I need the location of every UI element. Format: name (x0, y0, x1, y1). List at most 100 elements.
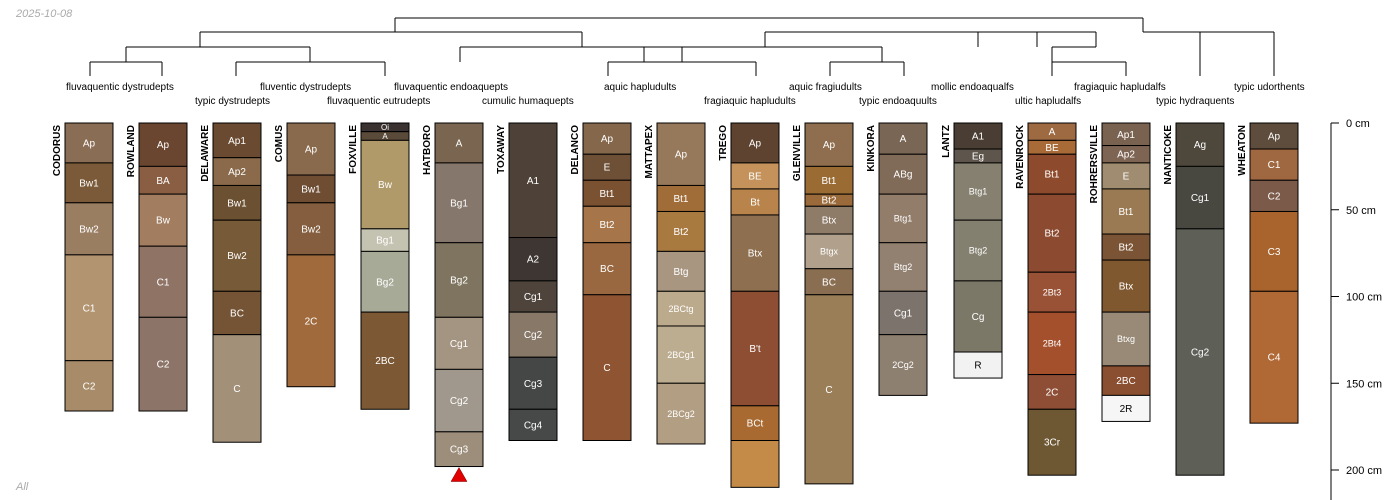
horizon (878, 334, 928, 396)
depth-tick-label: 100 cm (1346, 292, 1382, 304)
taxonomic-dendrogram (89, 17, 1275, 76)
horizon-label: 2R (1120, 404, 1133, 415)
soil-profile: WHEATON Ap C1 C2 C3 C4 (1237, 122, 1299, 424)
profile-name: FOXVILLE (348, 125, 359, 174)
horizon-label: Ap (675, 150, 688, 161)
taxon-label: fluvaquentic endoaquepts (394, 82, 508, 93)
soil-profile: RAVENROCK A BE Bt1 Bt2 2Bt3 2Bt4 2C 3Cr (1015, 122, 1077, 476)
horizon-label: Ap1 (1117, 130, 1135, 141)
horizon (508, 356, 558, 410)
soil-profile: DELANCO Ap E Bt1 Bt2 BC C (570, 122, 632, 442)
horizon (656, 122, 706, 186)
horizon (434, 122, 484, 164)
soil-profile: CODORUS Ap Bw1 Bw2 C1 C2 (52, 122, 114, 412)
horizon (1249, 290, 1299, 424)
horizon (212, 334, 262, 443)
taxon-label: ultic hapludalfs (1015, 96, 1081, 107)
horizon-label: Bt1 (821, 176, 836, 187)
soil-profile: COMUS Ap Bw1 Bw2 2C (274, 122, 336, 388)
horizon-label: Btx (822, 216, 836, 227)
horizon-label: Bg2 (450, 276, 468, 287)
horizon (138, 193, 188, 247)
taxon-label: mollic endoaqualfs (931, 82, 1014, 93)
horizon-label: Bw1 (79, 178, 99, 189)
horizon (804, 268, 854, 296)
depth-tick-label: 150 cm (1346, 378, 1382, 390)
horizon (1027, 193, 1077, 273)
horizon (1101, 259, 1151, 313)
horizon-label: 2C (1046, 387, 1059, 398)
horizon-label: Bt2 (1044, 229, 1059, 240)
horizon-label: Bw2 (227, 251, 247, 262)
horizon-label: C (603, 363, 610, 374)
horizon-label: Bt2 (673, 227, 688, 238)
horizon (138, 165, 188, 195)
horizon-label: 2BC (375, 356, 394, 367)
horizon-label: Bg1 (376, 236, 394, 247)
horizon-label: BCt (747, 419, 764, 430)
horizon-label: Ap (305, 145, 318, 156)
horizon-label: Bt (750, 197, 760, 208)
depth-marker (450, 467, 468, 482)
horizon-label: BE (1045, 143, 1059, 154)
horizon-label: Cg1 (450, 339, 469, 350)
horizon (656, 250, 706, 292)
horizon (508, 311, 558, 358)
profile-name: ROHRERSVILLE (1089, 125, 1100, 204)
horizon (508, 408, 558, 442)
horizon (730, 188, 780, 216)
profile-name: TOXAWAY (496, 125, 507, 174)
horizon-label: Cg1 (894, 308, 913, 319)
horizon-label: Btg1 (969, 187, 988, 197)
horizon-label: Cg3 (524, 379, 543, 390)
horizon-label: A (456, 138, 463, 149)
horizon (730, 122, 780, 164)
profile-name: GLENVILLE (792, 125, 803, 181)
horizon-label: Bt2 (821, 196, 836, 207)
horizon-label: Cg1 (524, 292, 543, 303)
horizon (878, 193, 928, 244)
horizon-label: C4 (1268, 353, 1281, 364)
taxon-label: typic hydraquents (1156, 96, 1234, 107)
horizon (434, 162, 484, 244)
horizon-label: Ap (749, 138, 762, 149)
horizon-label: 2BC (1116, 376, 1135, 387)
horizon (1175, 122, 1225, 167)
taxon-label: fluvaquentic eutrudepts (327, 96, 430, 107)
horizon-label: Oi (381, 123, 389, 132)
horizon (360, 311, 410, 410)
horizon-label: ABg (894, 170, 913, 181)
horizon-label: C1 (83, 303, 96, 314)
horizon-label: C3 (1268, 247, 1281, 258)
horizon-label: Ap (1268, 132, 1281, 143)
horizon (1101, 365, 1151, 396)
horizon (64, 202, 114, 256)
horizon-label: R (974, 361, 981, 372)
horizon-label: B't (749, 344, 761, 355)
horizon-label: Cg2 (524, 330, 543, 341)
horizon (656, 290, 706, 327)
horizon-label: Bw (156, 216, 171, 227)
footer-label: All (16, 481, 29, 493)
horizon (1249, 122, 1299, 150)
horizon-label: Cg (972, 312, 985, 323)
horizon-label: Btg1 (894, 214, 913, 224)
profile-name: COMUS (274, 125, 285, 163)
horizon (804, 205, 854, 235)
soil-profile: NANTICOKE Ag Cg1 Cg2 (1163, 122, 1225, 476)
profile-name: KINKORA (866, 125, 877, 172)
taxon-label: typic dystrudepts (195, 96, 270, 107)
horizon-label: Eg (972, 151, 984, 162)
horizon (656, 210, 706, 252)
soil-profile: MATTAPEX Ap Bt1 Bt2 Btg 2BCtg 2BCg1 2BCg2 (644, 122, 706, 445)
horizon (730, 214, 780, 292)
horizon (360, 250, 410, 313)
horizon-label: Bt1 (599, 189, 614, 200)
horizon-label: Bw2 (79, 224, 99, 235)
horizon (508, 237, 558, 282)
horizon (286, 174, 336, 204)
horizon-label: E (604, 163, 611, 174)
horizon (730, 405, 780, 442)
horizon-label: BC (230, 308, 244, 319)
horizon (434, 368, 484, 433)
